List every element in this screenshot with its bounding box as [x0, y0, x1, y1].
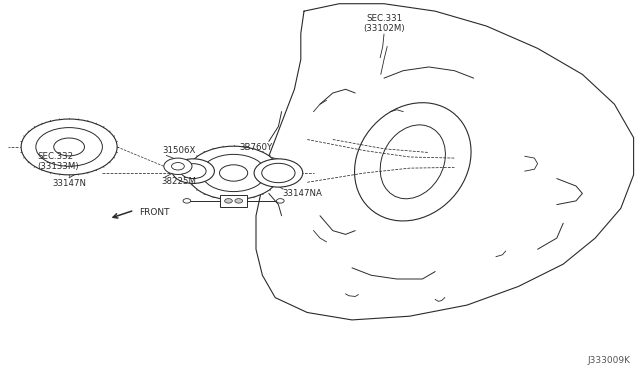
Circle shape: [172, 159, 214, 183]
FancyBboxPatch shape: [220, 195, 247, 207]
Text: 31506X: 31506X: [162, 146, 195, 155]
Text: FRONT: FRONT: [140, 208, 170, 217]
Circle shape: [164, 158, 192, 174]
Text: 33147NA: 33147NA: [283, 189, 323, 198]
Circle shape: [235, 199, 243, 203]
Circle shape: [188, 146, 280, 200]
Text: 3B760Y: 3B760Y: [239, 143, 273, 152]
Circle shape: [225, 199, 232, 203]
Circle shape: [172, 163, 184, 170]
Text: 33147N: 33147N: [52, 179, 86, 187]
Circle shape: [54, 138, 84, 156]
Circle shape: [202, 154, 266, 192]
Circle shape: [180, 164, 206, 179]
Circle shape: [21, 119, 117, 175]
Text: SEC.331
(33102M): SEC.331 (33102M): [363, 14, 405, 33]
Circle shape: [276, 199, 284, 203]
Circle shape: [36, 128, 102, 166]
Circle shape: [220, 165, 248, 181]
Circle shape: [254, 159, 303, 187]
Text: SEC.332
(33133M): SEC.332 (33133M): [37, 152, 79, 171]
Text: 38225M: 38225M: [161, 177, 196, 186]
Circle shape: [262, 163, 295, 183]
Circle shape: [183, 199, 191, 203]
Text: J333009K: J333009K: [588, 356, 630, 365]
